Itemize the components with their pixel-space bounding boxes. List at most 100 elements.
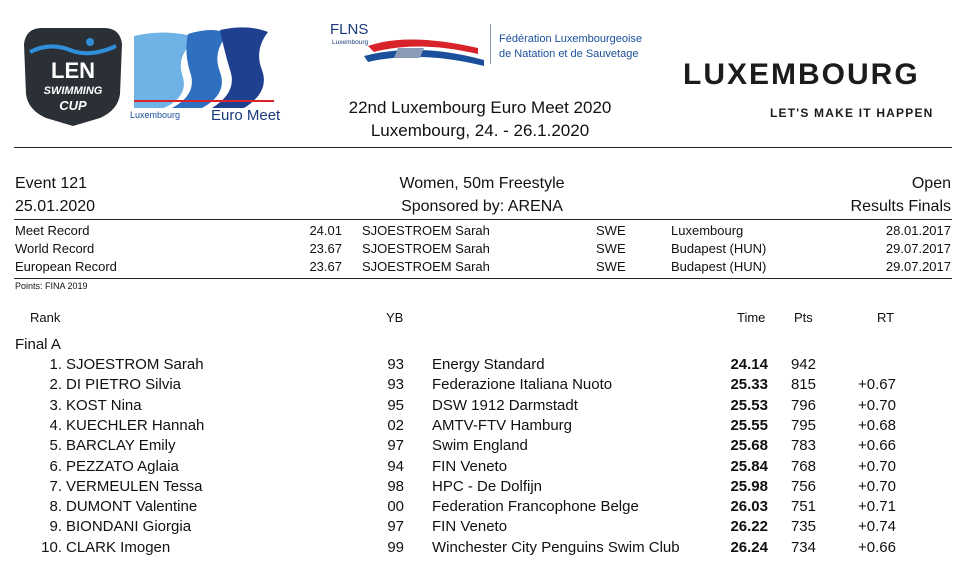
result-club: Winchester City Penguins Swim Club <box>432 538 680 556</box>
record-time: 24.01 <box>309 223 342 238</box>
result-time: 25.84 <box>730 457 768 475</box>
result-yb: 95 <box>387 396 404 414</box>
result-name: DI PIETRO Silvia <box>66 376 182 394</box>
event-date: 25.01.2020 <box>15 198 96 215</box>
result-reaction-time: +0.70 <box>858 396 896 414</box>
record-nation: SWE <box>596 223 626 238</box>
result-rank: 1. <box>49 356 62 373</box>
meet-subtitle: Luxembourg, 24. - 26.1.2020 <box>370 121 590 140</box>
flns-abbr: FLNS <box>330 21 368 38</box>
record-label: World Record <box>15 241 95 256</box>
flns-sub: Luxembourg <box>332 39 369 46</box>
result-points: 768 <box>790 457 816 475</box>
results-type: Results Finals <box>850 198 951 215</box>
result-points: 815 <box>790 376 816 394</box>
result-club: FIN Veneto <box>432 518 508 536</box>
result-rank: 10. <box>41 538 62 556</box>
result-yb: 93 <box>387 356 404 373</box>
result-time: 24.14 <box>730 356 768 373</box>
record-nation: SWE <box>596 259 626 274</box>
record-date: 28.01.2017 <box>885 223 951 238</box>
event-sponsor: Sponsored by: ARENA <box>401 198 563 215</box>
result-reaction-time: +0.66 <box>858 538 896 556</box>
records-divider <box>14 278 952 279</box>
record-label: Meet Record <box>15 223 90 238</box>
event-number: Event 121 <box>15 175 88 192</box>
result-points: 942 <box>790 356 816 373</box>
result-name: BARCLAY Emily <box>66 437 176 455</box>
result-time: 25.68 <box>730 437 768 455</box>
result-time: 26.24 <box>730 538 768 556</box>
result-points: 783 <box>790 437 816 455</box>
col-rank: Rank <box>30 310 61 325</box>
swimming-text: SWIMMING <box>44 85 103 97</box>
record-place: Luxembourg <box>671 223 744 238</box>
euromeet-logo-text: Euro Meet <box>211 107 281 124</box>
event-category: Open <box>911 175 951 192</box>
result-name: KOST Nina <box>66 396 142 414</box>
record-date: 29.07.2017 <box>885 241 951 256</box>
record-nation: SWE <box>596 241 626 256</box>
result-club: HPC - De Dolfijn <box>432 477 543 495</box>
result-time: 26.22 <box>730 518 768 536</box>
final-label: Final A <box>15 336 61 353</box>
result-name: PEZZATO Aglaia <box>66 457 179 475</box>
result-points: 795 <box>790 416 816 434</box>
result-name: BIONDANI Giorgia <box>66 518 192 536</box>
record-place: Budapest (HUN) <box>671 241 767 256</box>
header-divider <box>14 147 952 148</box>
record-holder: SJOESTROEM Sarah <box>362 241 490 256</box>
result-time: 26.03 <box>730 498 768 516</box>
record-place: Budapest (HUN) <box>671 259 767 274</box>
result-reaction-time: +0.67 <box>858 376 896 394</box>
result-points: 796 <box>790 396 816 414</box>
result-points: 751 <box>790 498 816 516</box>
luxembourg-brand-wordmark: LUXEMBOURG <box>683 58 920 91</box>
result-yb: 98 <box>387 477 404 495</box>
result-name: DUMONT Valentine <box>66 498 198 516</box>
result-rank: 2. <box>49 376 62 394</box>
euro-meet-wave-logo <box>134 27 274 108</box>
result-reaction-time: +0.74 <box>858 518 896 536</box>
cup-text: CUP <box>59 98 87 113</box>
result-reaction-time: +0.70 <box>858 477 896 495</box>
result-club: DSW 1912 Darmstadt <box>432 396 578 414</box>
result-name: SJOESTROM Sarah <box>66 356 204 373</box>
result-reaction-time: +0.68 <box>858 416 896 434</box>
result-time: 25.53 <box>730 396 768 414</box>
euromeet-logo-small-text: Luxembourg <box>130 110 181 120</box>
flns-divider <box>490 24 491 64</box>
result-club: FIN Veneto <box>432 457 508 475</box>
result-yb: 02 <box>387 416 404 434</box>
record-time: 23.67 <box>309 259 342 274</box>
result-reaction-time: +0.66 <box>858 437 896 455</box>
result-rank: 5. <box>49 437 62 455</box>
result-time: 25.55 <box>730 416 768 434</box>
record-holder: SJOESTROEM Sarah <box>362 223 490 238</box>
result-name: VERMEULEN Tessa <box>66 477 203 495</box>
result-club: Federazione Italiana Nuoto <box>432 376 613 394</box>
luxembourg-brand-tagline: LET'S MAKE IT HAPPEN <box>770 106 934 120</box>
event-name: Women, 50m Freestyle <box>399 175 565 192</box>
result-reaction-time: +0.71 <box>858 498 896 516</box>
event-divider <box>14 219 952 220</box>
result-points: 735 <box>790 518 816 536</box>
meet-title: 22nd Luxembourg Euro Meet 2020 <box>348 98 612 117</box>
result-reaction-time: +0.70 <box>858 457 896 475</box>
result-time: 25.98 <box>730 477 768 495</box>
flns-logo: FLNS Luxembourg <box>330 21 484 66</box>
record-time: 23.67 <box>309 241 342 256</box>
result-rank: 9. <box>49 518 62 536</box>
result-club: Swim England <box>432 437 528 455</box>
result-yb: 97 <box>387 518 404 536</box>
points-note: Points: FINA 2019 <box>15 281 88 291</box>
col-pts: Pts <box>794 310 813 325</box>
result-time: 25.33 <box>730 376 768 394</box>
result-rank: 4. <box>49 416 62 434</box>
record-label: European Record <box>15 259 117 274</box>
result-points: 734 <box>790 538 816 556</box>
result-name: CLARK Imogen <box>66 538 171 556</box>
result-yb: 00 <box>387 498 404 516</box>
result-yb: 93 <box>387 376 404 394</box>
col-time: Time <box>737 310 766 325</box>
